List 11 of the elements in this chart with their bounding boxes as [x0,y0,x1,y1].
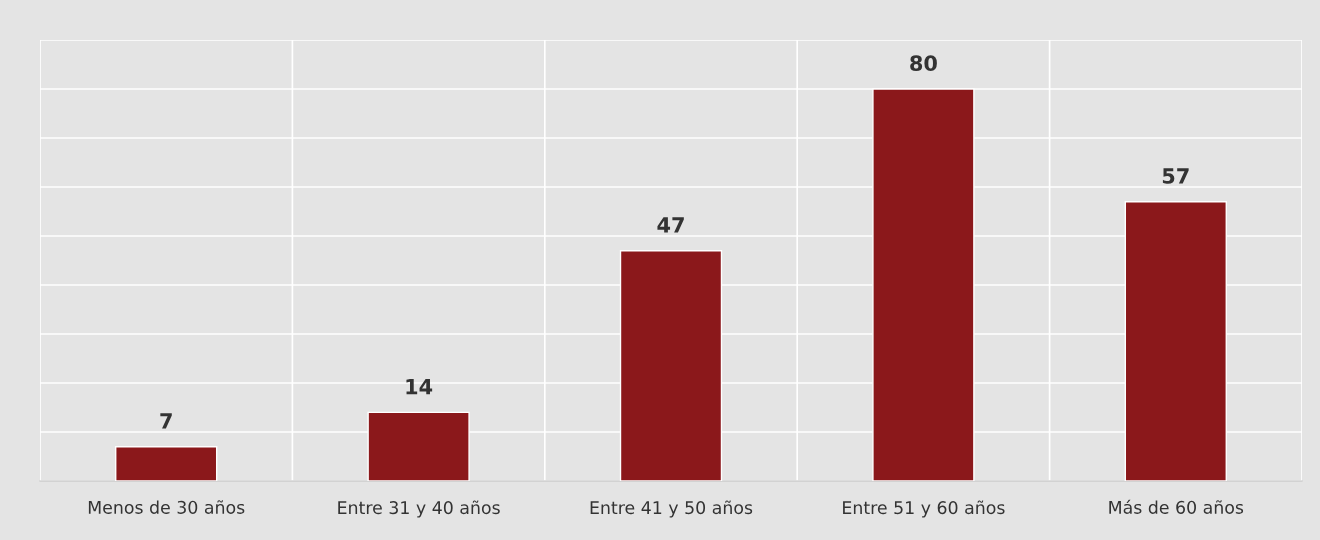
data-label: 7 [160,413,172,429]
data-label: 80 [910,55,937,72]
data-label: 47 [657,217,684,233]
x-tick-label: Entre 51 y 60 años [843,500,1005,518]
data-label: 14 [406,378,433,395]
x-tick-label: Más de 60 años [1109,499,1244,514]
data-label: 57 [1162,168,1189,184]
x-tick-label: Menos de 30 años [88,500,245,514]
x-tick-label: Entre 41 y 50 años [590,500,753,518]
bar [115,446,218,481]
x-tick-label: Entre 31 y 40 años [338,500,500,518]
